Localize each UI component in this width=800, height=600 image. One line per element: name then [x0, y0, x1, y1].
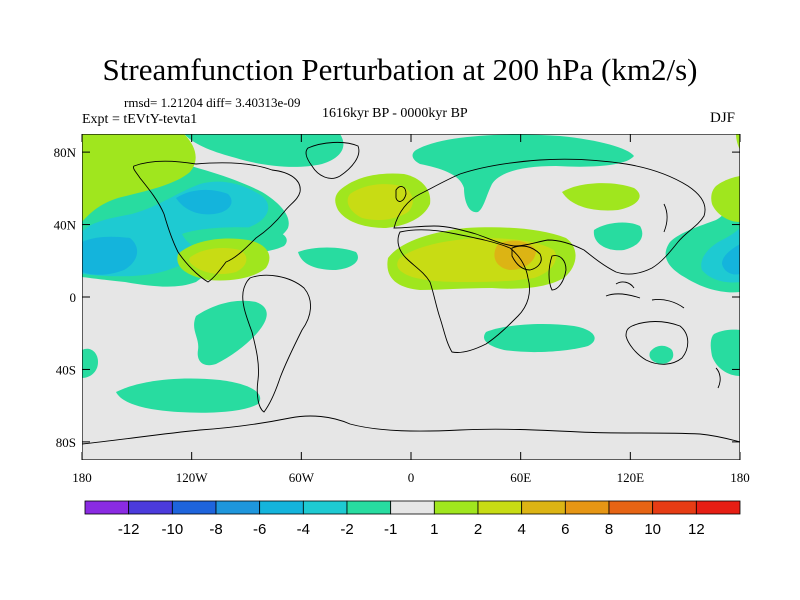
lon-tick-label: 180	[72, 470, 92, 485]
contour-neg-1-indian	[484, 324, 595, 353]
colorbar-swatch	[171, 500, 217, 515]
coastline-australia	[625, 321, 689, 365]
colorbar-swatch	[215, 500, 261, 515]
coastline-arabia	[511, 245, 542, 271]
colorbar-label: -1	[384, 521, 397, 538]
coastline-south-america	[242, 274, 311, 413]
chart-title: Streamfunction Perturbation at 200 hPa (…	[102, 52, 698, 87]
contour-pos-1-asia	[562, 183, 640, 211]
lon-tick-label: 120W	[176, 470, 209, 485]
contour-neg-1-southeast	[710, 329, 740, 376]
contour-neg-1-arctic	[184, 134, 344, 167]
contour-neg-1-southwest	[82, 348, 98, 378]
contour-pos-4-africa	[494, 240, 536, 270]
colorbar-swatch	[608, 500, 654, 515]
colorbar-label: 1	[430, 521, 438, 538]
longitude-axis: 180 120W 60W 0 60E 120E 180	[72, 134, 750, 485]
coastline-africa	[397, 229, 530, 353]
colorbar-label: 4	[517, 521, 525, 538]
colorbar-swatch	[259, 500, 304, 515]
contour-fields	[82, 134, 740, 413]
lat-tick-label: 40N	[54, 218, 77, 233]
map-panel	[82, 134, 740, 460]
coastline-antarctica	[82, 415, 740, 445]
contour-neg-1-wpacific	[593, 222, 643, 251]
coastline-europe-asia	[393, 158, 706, 275]
season-label: DJF	[710, 110, 736, 126]
experiment-label: Expt = tEVtY-tevta1	[82, 112, 198, 127]
contour-neg-1-spacific	[194, 300, 267, 366]
stats-line: rmsd= 1.21204 diff= 3.40313e-09	[124, 95, 301, 110]
contour-pos-1-east-edge	[711, 176, 740, 222]
contour-neg-4-npacific	[82, 236, 138, 275]
colorbar-swatch	[302, 500, 348, 515]
colorbar-swatch	[128, 500, 173, 515]
colorbar-label: -2	[340, 521, 353, 538]
coastline-india	[548, 255, 567, 291]
lat-tick-label: 80S	[56, 435, 76, 450]
contour-pos-2-north-atlantic	[347, 184, 413, 220]
lat-tick-label: 0	[70, 290, 77, 305]
contour-neg-1-australia	[649, 345, 674, 364]
lon-tick-label: 60E	[510, 470, 531, 485]
contour-pos-2-central-america	[189, 248, 247, 274]
lat-tick-label: 80N	[54, 145, 77, 160]
lat-tick-label: 40S	[56, 362, 76, 377]
coastline-north-america	[133, 160, 301, 283]
colorbar-swatch	[433, 500, 479, 515]
coastline-japan	[663, 203, 668, 233]
colorbar: -12 -10 -8 -6 -4 -2 -1 1 2 4 6 8 10 12	[84, 500, 741, 538]
colorbar-label: 8	[605, 521, 613, 538]
colorbar-label: 6	[561, 521, 569, 538]
coastline-greenland	[305, 141, 360, 179]
colorbar-swatch	[477, 500, 523, 515]
lon-tick-label: 120E	[617, 470, 645, 485]
contour-neg-1-atlantic	[298, 247, 358, 270]
colorbar-swatch	[652, 500, 697, 515]
lon-tick-label: 0	[408, 470, 415, 485]
contour-pos-1-ne-edge	[736, 134, 740, 150]
lon-tick-label: 60W	[289, 470, 315, 485]
colorbar-label: -10	[161, 521, 183, 538]
colorbar-label: 12	[688, 521, 705, 538]
coastlines	[82, 141, 740, 445]
colorbar-label: 2	[474, 521, 482, 538]
period-label: 1616kyr BP - 0000kyr BP	[322, 106, 468, 121]
contour-pos-1-west-edge	[82, 134, 196, 222]
colorbar-label: 10	[644, 521, 661, 538]
contour-neg-1-southpacific	[116, 378, 261, 413]
contour-neg-1-eurasia	[412, 134, 634, 213]
colorbar-swatch	[390, 500, 435, 515]
colorbar-label: -8	[209, 521, 222, 538]
colorbar-label: -6	[253, 521, 266, 538]
coastline-uk	[395, 186, 407, 202]
coastline-indonesia	[605, 281, 685, 309]
contour-neg-4-canada	[176, 189, 232, 215]
colorbar-swatch	[695, 500, 741, 515]
colorbar-swatch	[84, 500, 130, 515]
colorbar-swatch	[346, 500, 392, 515]
colorbar-label: -12	[118, 521, 140, 538]
lon-tick-label: 180	[730, 470, 750, 485]
latitude-axis: 80N 40N 0 40S 80S	[54, 145, 740, 450]
colorbar-swatch	[521, 500, 566, 515]
colorbar-label: -4	[297, 521, 310, 538]
coastline-new-zealand	[715, 367, 721, 389]
colorbar-swatch	[564, 500, 610, 515]
contour-neg-4-east	[722, 244, 740, 275]
